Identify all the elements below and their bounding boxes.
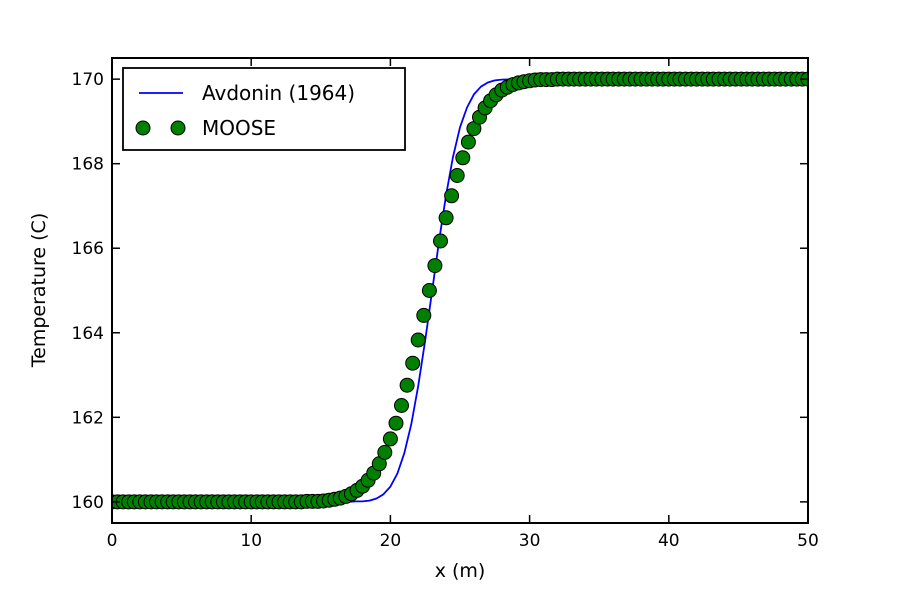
legend-box	[122, 67, 406, 151]
plot-border	[111, 57, 809, 524]
y-axis-tick-labels: 160 162 164 166 168 170	[72, 70, 104, 513]
moose-marker	[438, 210, 454, 226]
moose-marker	[410, 332, 426, 348]
x-tick-label: 20	[380, 531, 402, 551]
moose-marker	[377, 444, 393, 460]
moose-marker	[399, 377, 415, 393]
x-tick-label: 10	[240, 531, 262, 551]
moose-marker	[394, 398, 409, 413]
x-tick-label: 30	[519, 531, 541, 551]
x-tick-label: 40	[658, 531, 680, 551]
legend-marker-sample-icon	[170, 120, 186, 136]
y-axis-ticks	[112, 78, 808, 503]
moose-marker	[433, 233, 448, 249]
x-axis-tick-labels: 0 10 20 30 40 50	[107, 531, 819, 551]
legend-entry-moose: MOOSE	[135, 116, 276, 140]
legend-entry-avdonin-label: Avdonin (1964)	[202, 81, 355, 105]
legend: Avdonin (1964) MOOSE	[122, 67, 406, 151]
y-tick-label: 168	[72, 155, 104, 175]
moose-marker	[427, 258, 443, 274]
y-tick-label: 164	[72, 324, 104, 344]
legend-entry-avdonin: Avdonin (1964)	[139, 81, 355, 105]
moose-marker	[405, 355, 421, 371]
x-tick-label: 50	[797, 531, 819, 551]
legend-entry-moose-label: MOOSE	[202, 116, 276, 140]
y-tick-label: 162	[72, 408, 104, 428]
x-tick-label: 0	[107, 531, 118, 551]
legend-marker-sample-icon	[135, 120, 151, 136]
y-tick-label: 170	[72, 70, 104, 90]
moose-marker	[444, 188, 460, 204]
moose-marker	[460, 134, 476, 150]
moose-marker	[382, 431, 398, 447]
x-axis-ticks	[111, 58, 809, 523]
moose-marker	[455, 150, 471, 166]
x-axis-label: x (m)	[435, 560, 486, 582]
moose-marker-series	[112, 71, 808, 510]
moose-marker	[449, 168, 465, 183]
moose-marker	[416, 307, 432, 323]
moose-marker	[421, 283, 437, 298]
y-tick-label: 166	[72, 239, 104, 259]
y-axis-label: Temperature (C)	[28, 213, 50, 369]
moose-marker	[388, 415, 404, 431]
y-tick-label: 160	[72, 493, 104, 513]
